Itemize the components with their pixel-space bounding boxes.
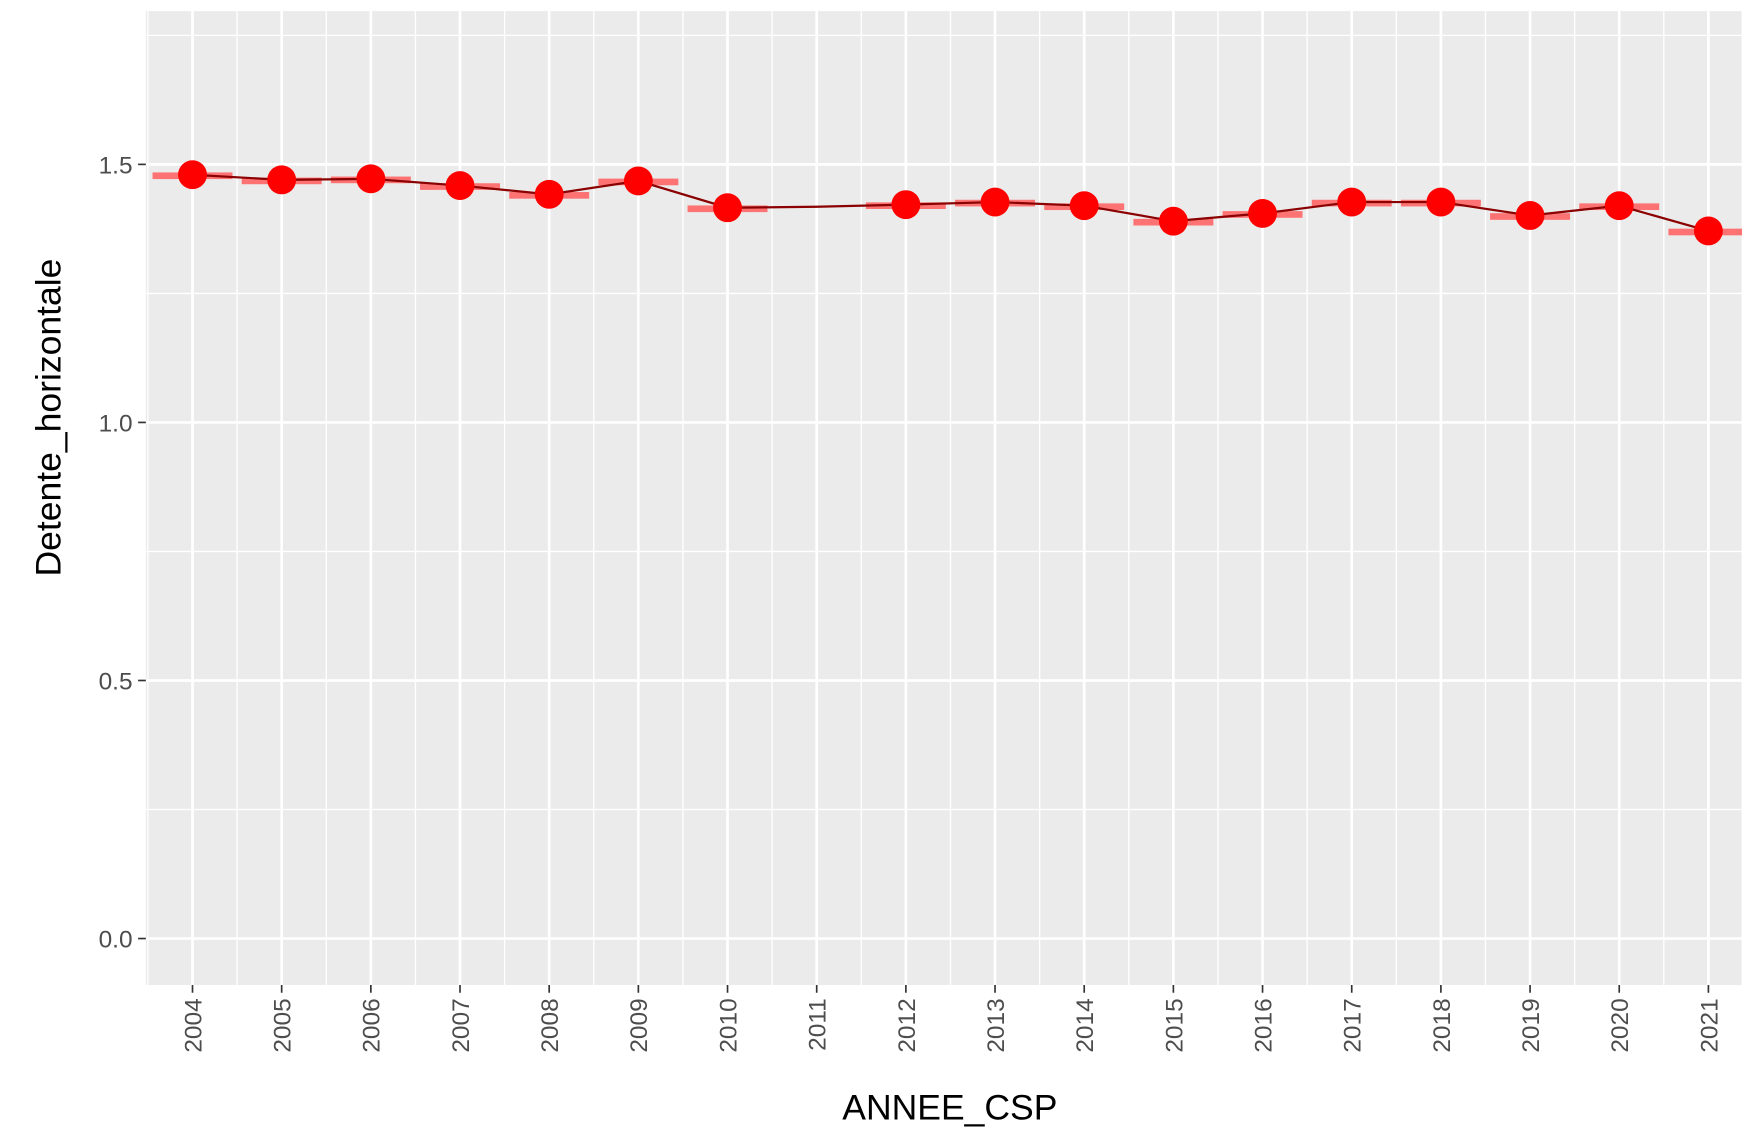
x-tick-label: 2007 bbox=[448, 998, 475, 1052]
point bbox=[356, 164, 386, 194]
x-tick-label: 2017 bbox=[1340, 998, 1367, 1052]
point bbox=[1337, 187, 1367, 217]
line bbox=[192, 173, 1709, 233]
point bbox=[891, 190, 921, 220]
x-tick-label: 2010 bbox=[715, 998, 742, 1052]
point bbox=[267, 165, 297, 195]
x-tick-label: 2012 bbox=[894, 998, 921, 1052]
x-axis-title: ANNEE_CSP bbox=[842, 1087, 1057, 1127]
x-tick-label: 2011 bbox=[805, 998, 832, 1051]
x-tick-label: 2018 bbox=[1429, 998, 1456, 1052]
x-tick-label: 2008 bbox=[537, 998, 564, 1052]
point bbox=[980, 187, 1010, 217]
x-tick-label: 2015 bbox=[1161, 998, 1188, 1052]
y-axis-title: Detente_horizontale bbox=[28, 259, 68, 577]
point bbox=[1515, 201, 1545, 230]
point bbox=[623, 166, 653, 196]
x-tick-label: 2019 bbox=[1518, 998, 1545, 1052]
x-tick-label: 2006 bbox=[359, 998, 386, 1052]
point bbox=[534, 179, 564, 209]
point bbox=[1069, 191, 1099, 221]
point bbox=[1693, 216, 1723, 246]
y-tick-label: 1.0 bbox=[99, 410, 133, 437]
y-tick-label: 0.5 bbox=[99, 668, 133, 695]
point bbox=[445, 171, 475, 200]
x-tick-label: 2004 bbox=[180, 998, 207, 1052]
y-tick-label: 0.0 bbox=[99, 926, 133, 953]
x-tick-label: 2014 bbox=[1072, 998, 1099, 1052]
point bbox=[1248, 198, 1277, 228]
point bbox=[1604, 191, 1634, 221]
x-tick-label: 2016 bbox=[1250, 998, 1277, 1052]
x-tick-label: 2020 bbox=[1607, 998, 1634, 1052]
y-tick-label: 1.5 bbox=[99, 152, 133, 179]
point bbox=[1426, 187, 1456, 217]
point bbox=[713, 193, 742, 223]
point bbox=[1158, 206, 1188, 236]
panel-background bbox=[145, 11, 1742, 985]
x-tick-label: 2009 bbox=[626, 998, 653, 1052]
x-tick-label: 2013 bbox=[983, 998, 1010, 1052]
point bbox=[178, 160, 207, 190]
x-tick-label: 2005 bbox=[270, 998, 297, 1052]
x-tick-label: 2021 bbox=[1696, 998, 1723, 1052]
